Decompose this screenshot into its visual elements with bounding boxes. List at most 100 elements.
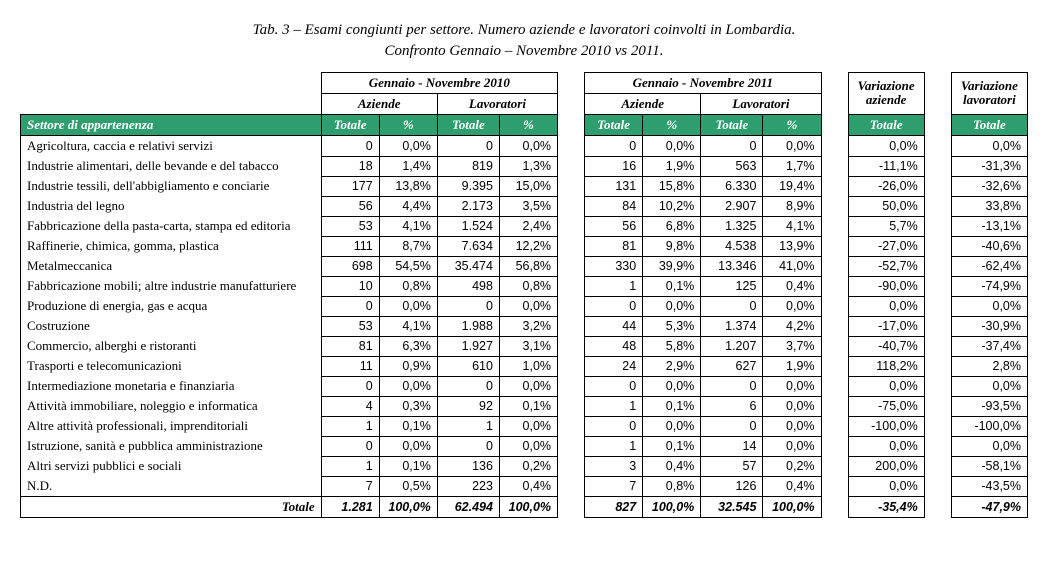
total-row: Totale 1.281 100,0% 62.494 100,0% 827 10… [21, 497, 1028, 518]
cell: 0 [585, 296, 643, 316]
cell: 2,4% [499, 216, 557, 236]
table-row: Altri servizi pubblici e sociali10,1%136… [21, 456, 1028, 476]
cell: 5,7% [848, 216, 924, 236]
cell: 3,1% [499, 336, 557, 356]
cell: 7 [585, 476, 643, 497]
cell: 125 [701, 276, 763, 296]
cell: 118,2% [848, 356, 924, 376]
cell: 0 [437, 376, 499, 396]
header-aziende-2010: Aziende [321, 94, 437, 115]
header-var-aziende: Variazioneaziende [848, 73, 924, 115]
sector-cell: Costruzione [21, 316, 322, 336]
cell: 100,0% [643, 497, 701, 518]
cell: 0,0% [951, 136, 1027, 157]
cell: 0,8% [643, 476, 701, 497]
cell: -75,0% [848, 396, 924, 416]
table-row: Raffinerie, chimica, gomma, plastica1118… [21, 236, 1028, 256]
cell: 13,9% [763, 236, 821, 256]
cell: -37,4% [951, 336, 1027, 356]
cell: 18 [321, 156, 379, 176]
cell: -74,9% [951, 276, 1027, 296]
cell: -43,5% [951, 476, 1027, 497]
cell: 1.207 [701, 336, 763, 356]
cell: 10,2% [643, 196, 701, 216]
table-row: Costruzione534,1%1.9883,2%445,3%1.3744,2… [21, 316, 1028, 336]
cell: 0,4% [763, 476, 821, 497]
cell: 0 [585, 416, 643, 436]
cell: 0,1% [643, 396, 701, 416]
cell: 62.494 [437, 497, 499, 518]
cell: 6 [701, 396, 763, 416]
cell: 8,9% [763, 196, 821, 216]
cell: 0,0% [643, 376, 701, 396]
header-row-green: Settore di appartenenza Totale % Totale … [21, 115, 1028, 136]
cell: 0,0% [848, 436, 924, 456]
cell: 57 [701, 456, 763, 476]
cell: 13.346 [701, 256, 763, 276]
cell: -58,1% [951, 456, 1027, 476]
sector-cell: N.D. [21, 476, 322, 497]
cell: 0,0% [848, 296, 924, 316]
table-row: Metalmeccanica69854,5%35.47456,8%33039,9… [21, 256, 1028, 276]
sector-cell: Intermediazione monetaria e finanziaria [21, 376, 322, 396]
cell: 3,2% [499, 316, 557, 336]
cell: 563 [701, 156, 763, 176]
cell: 0,0% [848, 136, 924, 157]
title-line-2: Confronto Gennaio – Novembre 2010 vs 201… [384, 43, 663, 59]
cell: 11 [321, 356, 379, 376]
cell: 0 [585, 376, 643, 396]
total-label: Totale [21, 497, 322, 518]
header-aziende-2011: Aziende [585, 94, 701, 115]
cell: 3,7% [763, 336, 821, 356]
cell: 84 [585, 196, 643, 216]
cell: 1,4% [379, 156, 437, 176]
cell: 5,8% [643, 336, 701, 356]
cell: 0,2% [763, 456, 821, 476]
sector-cell: Agricoltura, caccia e relativi servizi [21, 136, 322, 157]
col-pct: % [499, 115, 557, 136]
cell: 39,9% [643, 256, 701, 276]
table-title: Tab. 3 – Esami congiunti per settore. Nu… [20, 20, 1028, 62]
cell: 0,1% [643, 436, 701, 456]
cell: 56 [585, 216, 643, 236]
cell: 0,9% [379, 356, 437, 376]
cell: -40,7% [848, 336, 924, 356]
sector-cell: Produzione di energia, gas e acqua [21, 296, 322, 316]
cell: 53 [321, 316, 379, 336]
cell: 0,0% [643, 136, 701, 157]
table-row: Fabbricazione mobili; altre industrie ma… [21, 276, 1028, 296]
cell: 0 [321, 436, 379, 456]
cell: 1,0% [499, 356, 557, 376]
table-row: Intermediazione monetaria e finanziaria0… [21, 376, 1028, 396]
cell: 1 [585, 396, 643, 416]
cell: 0,5% [379, 476, 437, 497]
cell: 0,1% [499, 396, 557, 416]
cell: 0 [321, 136, 379, 157]
table-row: Industrie alimentari, delle bevande e de… [21, 156, 1028, 176]
cell: 1 [321, 456, 379, 476]
cell: -62,4% [951, 256, 1027, 276]
cell: 1 [585, 436, 643, 456]
cell: -100,0% [848, 416, 924, 436]
cell: 1.374 [701, 316, 763, 336]
table-row: Industrie tessili, dell'abbigliamento e … [21, 176, 1028, 196]
cell: 1 [437, 416, 499, 436]
cell: 56 [321, 196, 379, 216]
cell: 0,0% [951, 296, 1027, 316]
cell: 0,3% [379, 396, 437, 416]
cell: -90,0% [848, 276, 924, 296]
cell: 136 [437, 456, 499, 476]
cell: 0,0% [763, 436, 821, 456]
cell: 177 [321, 176, 379, 196]
sector-cell: Industria del legno [21, 196, 322, 216]
cell: 0 [321, 376, 379, 396]
col-totale: Totale [951, 115, 1027, 136]
table-row: N.D.70,5%2230,4%70,8%1260,4%0,0%-43,5% [21, 476, 1028, 497]
table-row: Trasporti e telecomunicazioni110,9%6101,… [21, 356, 1028, 376]
cell: 1.281 [321, 497, 379, 518]
cell: 0,0% [763, 396, 821, 416]
cell: 0,1% [379, 456, 437, 476]
cell: 0 [701, 376, 763, 396]
cell: 698 [321, 256, 379, 276]
cell: 7 [321, 476, 379, 497]
